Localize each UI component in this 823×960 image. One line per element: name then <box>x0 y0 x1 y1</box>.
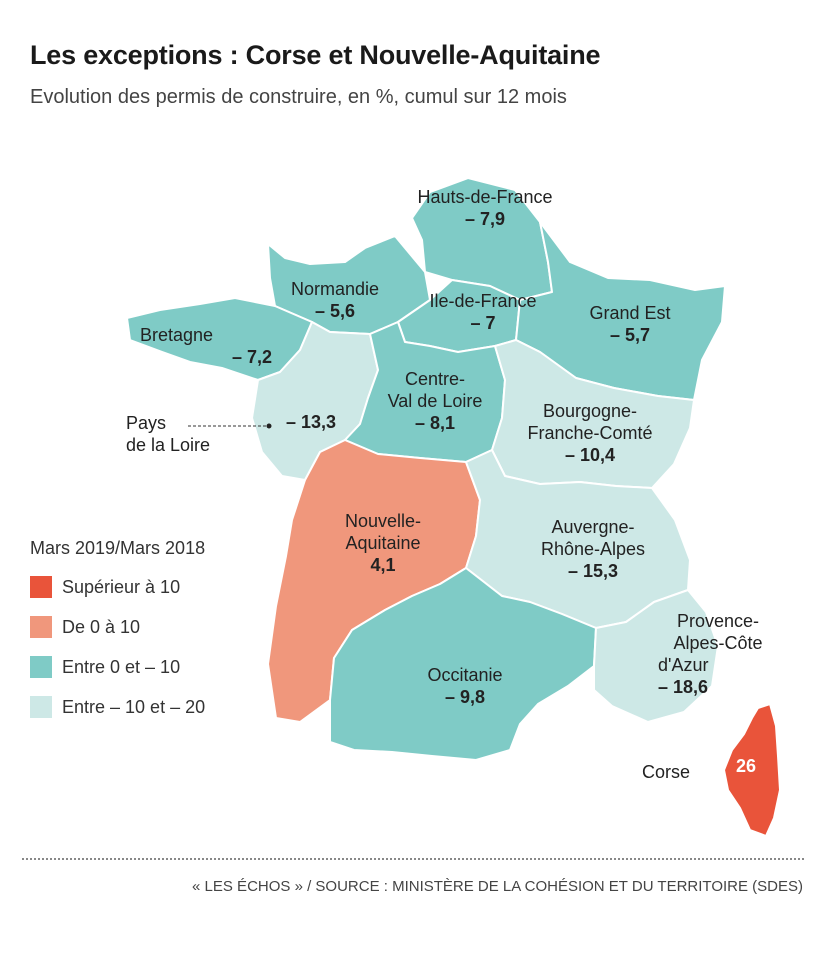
region-name-line1: Pays <box>126 413 167 433</box>
footer-divider <box>22 858 804 860</box>
region-name-line3: d'Azur <box>658 655 709 675</box>
region-name: Hauts-de-France <box>417 187 553 207</box>
label-occitanie: Occitanie – 9,8 <box>400 664 530 708</box>
label-nouvelle-aquitaine: Nouvelle- Aquitaine 4,1 <box>318 510 448 576</box>
region-name-line1: Bourgogne- <box>542 401 638 421</box>
region-value: – 7,9 <box>464 209 506 229</box>
region-name-line2: de la Loire <box>126 435 211 455</box>
legend-label: Supérieur à 10 <box>62 576 181 597</box>
label-grand-est: Grand Est – 5,7 <box>565 302 695 346</box>
region-name: Occitanie <box>427 665 503 685</box>
region-name: Ile-de-France <box>429 291 537 311</box>
region-corse <box>723 703 781 837</box>
source-credit: « LES ÉCHOS » / SOURCE : MINISTÈRE DE LA… <box>192 878 803 895</box>
region-value: – 10,4 <box>564 445 616 465</box>
region-name: Normandie <box>290 279 380 299</box>
label-pays-de-la-loire-value: – 13,3 <box>286 411 356 433</box>
legend: Mars 2019/Mars 2018 Supérieur à 10 De 0 … <box>30 538 205 727</box>
region-value: – 9,8 <box>444 687 486 707</box>
region-name-line1: Auvergne- <box>551 517 635 537</box>
legend-swatch <box>30 656 52 678</box>
region-bourgogne-franche-comte <box>491 339 695 489</box>
region-value: – 13,3 <box>286 412 337 432</box>
region-value: – 8,1 <box>414 413 456 433</box>
region-value: – 7,2 <box>232 347 273 367</box>
legend-swatch <box>30 696 52 718</box>
label-pays-de-la-loire-name: Pays de la Loire <box>126 412 246 456</box>
region-value: 4,1 <box>370 555 396 575</box>
map-title: Les exceptions : Corse et Nouvelle-Aquit… <box>30 40 601 70</box>
region-name-line2: Franche-Comté <box>527 423 653 443</box>
map-subtitle: Evolution des permis de construire, en %… <box>30 86 567 108</box>
label-ile-de-france: Ile-de-France – 7 <box>408 290 558 334</box>
region-name-line1: Provence- <box>676 611 760 631</box>
region-name-line2: Rhône-Alpes <box>540 539 646 559</box>
legend-item-entre-0-et-m10: Entre 0 et – 10 <box>30 647 205 687</box>
region-name-line1: Centre- <box>404 369 466 389</box>
label-bourgogne-franche-comte: Bourgogne- Franche-Comté – 10,4 <box>500 400 680 466</box>
region-value: – 5,7 <box>609 325 651 345</box>
corse-value: 26 <box>736 756 757 776</box>
region-value: – 18,6 <box>658 677 709 697</box>
region-value: – 7 <box>470 313 496 333</box>
region-paca <box>593 589 719 723</box>
legend-item-de-0-a-10: De 0 à 10 <box>30 607 205 647</box>
region-name: Corse <box>642 762 691 782</box>
region-name: Grand Est <box>589 303 671 323</box>
label-centre-val-de-loire: Centre- Val de Loire – 8,1 <box>360 368 510 434</box>
region-name-line2: Aquitaine <box>345 533 421 553</box>
label-auvergne-rhone-alpes: Auvergne- Rhône-Alpes – 15,3 <box>508 516 678 582</box>
legend-swatch <box>30 616 52 638</box>
region-value: – 15,3 <box>567 561 619 581</box>
label-bretagne: Bretagne – 7,2 <box>140 324 280 368</box>
legend-title: Mars 2019/Mars 2018 <box>30 538 206 558</box>
label-corse-name: Corse <box>642 761 712 783</box>
region-occitanie <box>329 567 597 761</box>
label-normandie: Normandie – 5,6 <box>270 278 400 322</box>
legend-swatch <box>30 576 52 598</box>
label-hauts-de-france: Hauts-de-France – 7,9 <box>385 186 585 230</box>
region-name-line1: Nouvelle- <box>344 511 422 531</box>
legend-item-superieur-10: Supérieur à 10 <box>30 567 205 607</box>
region-name: Bretagne <box>140 325 214 345</box>
legend-label: Entre – 10 et – 20 <box>62 696 206 717</box>
legend-item-entre-m10-et-m20: Entre – 10 et – 20 <box>30 687 205 727</box>
legend-label: Entre 0 et – 10 <box>62 656 181 677</box>
label-paca: Provence- Alpes-Côte d'Azur – 18,6 <box>648 610 788 698</box>
region-name-line2: Alpes-Côte <box>673 633 763 653</box>
legend-label: De 0 à 10 <box>62 616 141 637</box>
region-name-line2: Val de Loire <box>387 391 483 411</box>
region-value: – 5,6 <box>314 301 356 321</box>
pays-de-la-loire-leader-dot <box>266 423 272 429</box>
